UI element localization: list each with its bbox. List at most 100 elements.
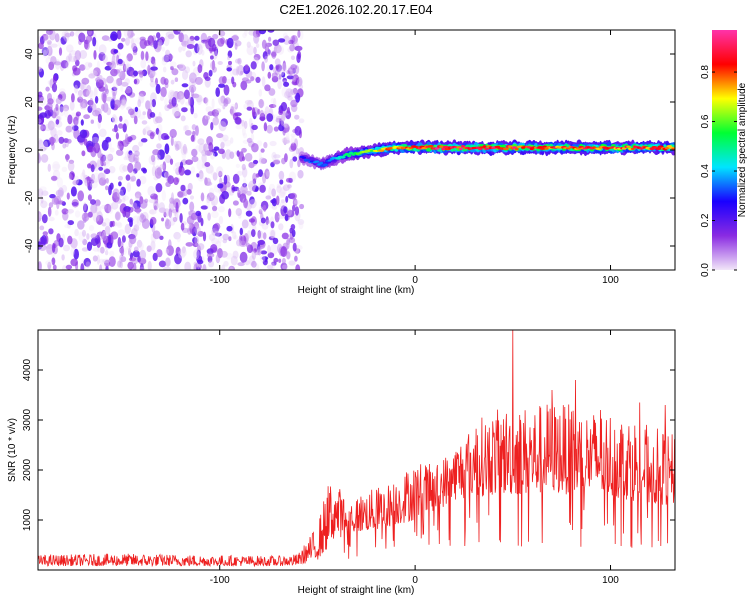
heatmap-noise-cell [146,245,152,252]
heatmap-noise-cell [55,103,59,112]
heatmap-noise-cell [242,125,246,137]
heatmap-noise-cell [169,197,175,204]
heatmap-noise-cell [140,59,147,69]
heatmap-noise-cell [170,136,174,147]
heatmap-noise-cell [297,30,301,38]
heatmap-noise-cell [281,157,286,165]
heatmap-noise-cell [133,224,140,232]
heatmap-noise-cell [197,138,205,145]
heatmap-noise-cell [165,257,171,267]
heatmap-ridge-cell [638,147,645,150]
heatmap-noise-cell [261,76,266,87]
heatmap-noise-cell [178,165,182,173]
heatmap-noise-cell [260,217,266,224]
heatmap-ridge-cell [314,160,320,163]
heatmap-noise-cell [62,143,67,149]
heatmap-noise-cell [90,199,96,205]
heatmap-noise-cell [92,172,101,183]
heatmap-noise-cell [81,77,90,85]
heatmap-noise-cell [119,163,126,173]
heatmap-noise-cell [138,114,146,120]
heatmap-ridge-cell [626,145,631,148]
heatmap-noise-cell [271,151,277,161]
heatmap-noise-cell [97,113,102,123]
heatmap-noise-cell [258,30,267,35]
heatmap-noise-cell [251,250,257,260]
heatmap-noise-cell [203,143,209,152]
heatmap-noise-cell [266,113,274,122]
heatmap-noise-cell [45,244,53,249]
heatmap-noise-cell [126,53,133,62]
heatmap-noise-cell [290,224,296,230]
heatmap-noise-cell [134,161,142,171]
heatmap-noise-cell [268,104,277,108]
heatmap-noise-cell [221,264,226,270]
heatmap-noise-cell [281,86,289,98]
heatmap-noise-cell [235,208,242,216]
heatmap-noise-cell [271,261,277,266]
heatmap-noise-cell [216,133,224,139]
heatmap-noise-cell [251,143,259,153]
heatmap-noise-cell [149,112,156,118]
heatmap-noise-cell [208,233,216,241]
heatmap-noise-cell [163,211,167,218]
heatmap-noise-cell [54,33,60,43]
heatmap-noise-cell [219,137,228,143]
heatmap-noise-cell [231,76,235,85]
heatmap-noise-cell [103,165,107,171]
heatmap-noise-cell [97,79,104,88]
heatmap-noise-cell [284,136,290,143]
heatmap-noise-cell [138,90,146,97]
heatmap-noise-cell [98,258,105,264]
heatmap-noise-cell [74,84,78,94]
heatmap-noise-cell [278,223,284,231]
heatmap-noise-cell [138,242,144,251]
heatmap-noise-cell [186,215,195,225]
heatmap-noise-cell [269,140,277,147]
heatmap-noise-cell [286,75,295,80]
heatmap-noise-cell [232,200,239,206]
heatmap-noise-cell [250,133,255,141]
heatmap-noise-cell [153,205,157,210]
heatmap-noise-cell [196,96,202,106]
heatmap-noise-cell [297,169,304,179]
heatmap-noise-cell [91,136,100,144]
heatmap-noise-cell [273,44,282,54]
heatmap-noise-cell [165,154,172,164]
heatmap-noise-cell [244,120,248,129]
heatmap-noise-cell [40,196,44,204]
heatmap-noise-cell [105,153,114,160]
heatmap-noise-cell [235,163,241,168]
heatmap-noise-cell [295,264,301,270]
heatmap-noise-cell [198,170,204,180]
heatmap-noise-cell [180,115,186,122]
heatmap-noise-cell [117,68,123,77]
heatmap-noise-cell [112,114,117,123]
heatmap-noise-cell [90,203,98,214]
heatmap-noise-cell [180,222,185,231]
heatmap-noise-cell [65,264,73,270]
heatmap-noise-cell [155,83,161,95]
heatmap-noise-cell [92,36,97,47]
heatmap-noise-cell [149,216,157,225]
heatmap-noise-cell [212,116,219,126]
heatmap-noise-cell [58,237,64,248]
heatmap-noise-cell [210,122,214,131]
heatmap-noise-cell [130,175,136,182]
heatmap-noise-cell [81,247,89,252]
heatmap-noise-cell [190,86,194,98]
heatmap-noise-cell [217,96,225,104]
heatmap-noise-cell [131,38,135,49]
heatmap-noise-cell [51,257,56,266]
heatmap-noise-cell [93,142,101,154]
heatmap-ridge-cell [344,152,350,156]
heatmap-noise-cell [183,89,190,100]
heatmap-noise-cell [228,236,232,242]
heatmap-noise-cell [211,210,219,219]
heatmap-noise-cell [287,184,292,189]
heatmap-noise-cell [115,211,121,221]
heatmap-noise-cell [72,180,79,186]
heatmap-noise-cell [255,43,260,48]
heatmap-noise-cell [43,140,48,150]
heatmap-noise-cell [152,230,161,240]
